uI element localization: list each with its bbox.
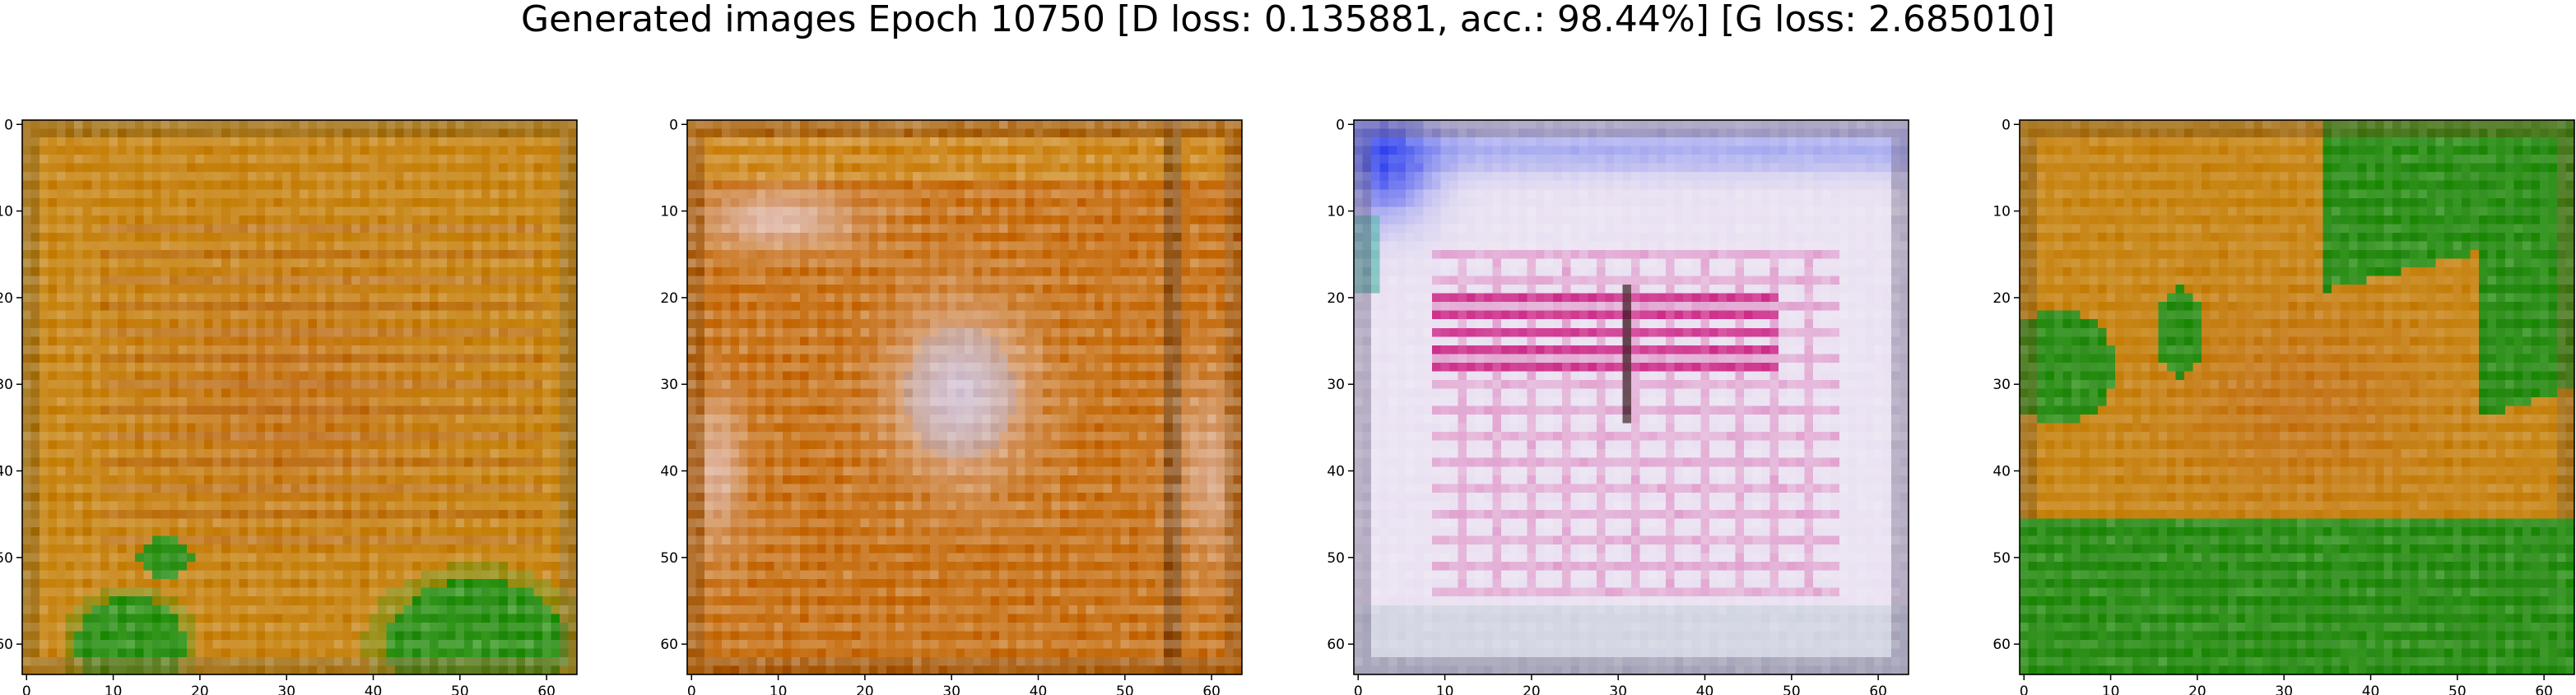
x-tick-label: 0 <box>2020 683 2029 695</box>
y-tick-label: 30 <box>0 377 13 393</box>
y-tick-label: 10 <box>1992 204 2011 220</box>
x-tick-label: 0 <box>1354 683 1363 695</box>
axes-frame <box>21 119 578 675</box>
x-tick-label: 40 <box>365 683 383 695</box>
x-tick-label: 20 <box>856 683 874 695</box>
y-tick-label: 0 <box>4 117 13 133</box>
y-tick-label: 50 <box>1992 550 2011 567</box>
y-tick-label: 50 <box>1327 550 1345 567</box>
y-tick-label: 0 <box>1336 117 1345 133</box>
x-tick-label: 10 <box>105 683 123 695</box>
y-tick-label: 50 <box>0 550 13 567</box>
x-tick-label: 10 <box>2102 683 2120 695</box>
y-tick-label: 60 <box>660 637 678 653</box>
generated-image-4 <box>2020 120 2575 675</box>
axes-frame <box>686 119 1243 675</box>
x-tick-label: 0 <box>22 683 31 695</box>
x-tick-label: 0 <box>687 683 696 695</box>
x-tick-label: 40 <box>2362 683 2380 695</box>
x-tick-label: 30 <box>1609 683 1627 695</box>
x-tick-label: 30 <box>2275 683 2293 695</box>
x-tick-label: 60 <box>1202 683 1221 695</box>
y-tick-label: 20 <box>0 290 13 307</box>
y-tick-label: 40 <box>660 464 678 480</box>
x-tick-label: 50 <box>1783 683 1801 695</box>
x-tick-label: 30 <box>942 683 960 695</box>
y-tick-label: 60 <box>1992 637 2011 653</box>
figure-title: Generated images Epoch 10750 [D loss: 0.… <box>520 0 2056 40</box>
image-panel-4: 0 10 20 30 40 50 60 0 10 20 30 40 50 60 <box>1992 117 2575 695</box>
y-tick-label: 50 <box>660 550 678 567</box>
image-panel-1: 0 10 20 30 40 50 60 0 10 20 30 40 50 60 <box>0 117 578 695</box>
axes-frame <box>2019 119 2575 675</box>
x-tick-label: 40 <box>1030 683 1048 695</box>
y-tick-label: 0 <box>669 117 678 133</box>
x-tick-label: 10 <box>1436 683 1454 695</box>
x-tick-label: 40 <box>1696 683 1714 695</box>
x-tick-label: 50 <box>451 683 469 695</box>
y-tick-label: 20 <box>1327 290 1345 307</box>
generated-image-1 <box>22 120 578 675</box>
y-tick-label: 10 <box>1327 204 1345 220</box>
y-tick-label: 40 <box>0 464 13 480</box>
image-panel-2: 0 10 20 30 40 50 60 0 10 20 30 40 50 60 <box>660 117 1243 695</box>
y-tick-label: 10 <box>660 204 678 220</box>
y-tick-label: 40 <box>1327 464 1345 480</box>
x-tick-label: 20 <box>1523 683 1541 695</box>
x-tick-label: 60 <box>2535 683 2553 695</box>
generated-image-2 <box>687 120 1243 675</box>
y-tick-label: 20 <box>660 290 678 307</box>
y-tick-label: 10 <box>0 204 13 220</box>
x-tick-label: 60 <box>537 683 556 695</box>
x-tick-label: 60 <box>1869 683 1887 695</box>
y-tick-label: 0 <box>2002 117 2011 133</box>
x-tick-label: 20 <box>191 683 209 695</box>
x-tick-label: 50 <box>2448 683 2467 695</box>
y-tick-label: 30 <box>660 377 678 393</box>
y-tick-label: 30 <box>1992 377 2011 393</box>
y-tick-label: 20 <box>1992 290 2011 307</box>
y-tick-label: 60 <box>0 637 13 653</box>
x-tick-label: 10 <box>770 683 788 695</box>
y-tick-label: 30 <box>1327 377 1345 393</box>
x-tick-label: 50 <box>1116 683 1134 695</box>
y-tick-label: 40 <box>1992 464 2011 480</box>
image-panel-3: 0 10 20 30 40 50 60 0 10 20 30 40 50 60 <box>1327 117 1909 695</box>
x-tick-label: 20 <box>2188 683 2206 695</box>
x-tick-label: 30 <box>277 683 295 695</box>
y-tick-label: 60 <box>1327 637 1345 653</box>
axes-frame <box>1353 119 1909 675</box>
generated-image-3 <box>1354 120 1909 675</box>
